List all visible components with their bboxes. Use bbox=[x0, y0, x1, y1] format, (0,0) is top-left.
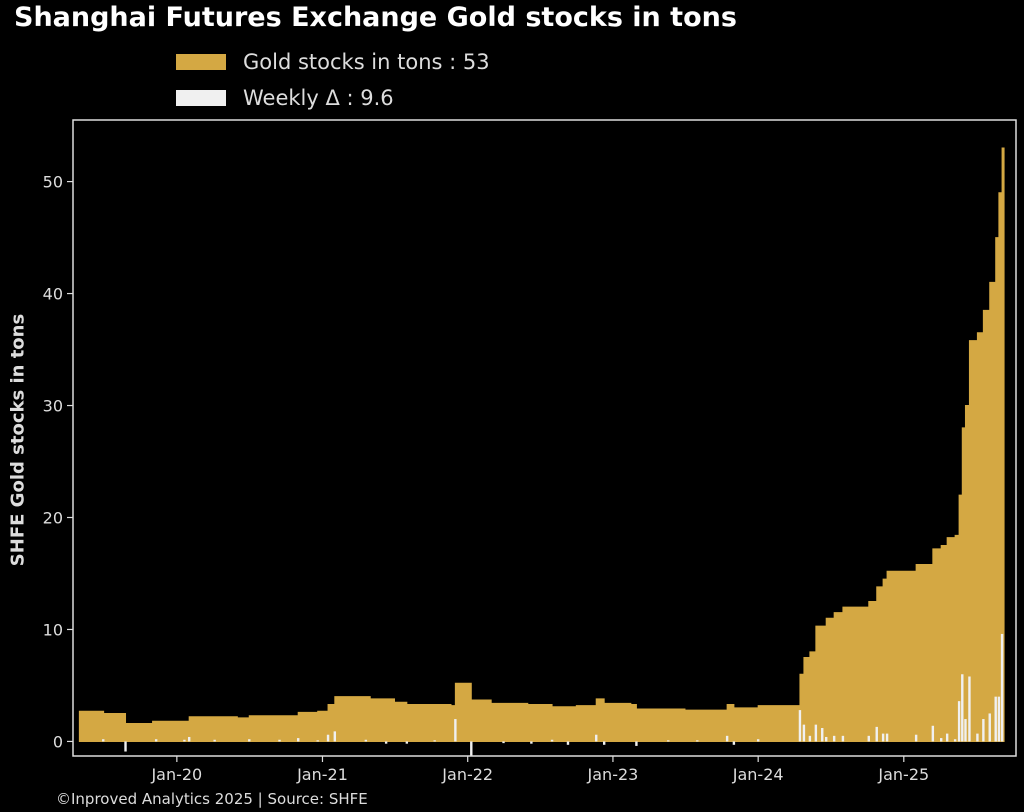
legend-item-delta: Weekly Δ : 9.6 bbox=[176, 84, 394, 112]
delta-bar bbox=[278, 739, 281, 742]
delta-bar bbox=[384, 741, 388, 744]
delta-bar bbox=[997, 696, 1001, 742]
delta-bar bbox=[333, 731, 337, 742]
delta-bar bbox=[798, 710, 802, 742]
legend-item-stocks: Gold stocks in tons : 53 bbox=[176, 48, 490, 76]
delta-bar bbox=[982, 719, 985, 742]
delta-bar bbox=[841, 735, 845, 742]
delta-bar bbox=[931, 725, 935, 742]
delta-bar bbox=[953, 739, 957, 742]
delta-bar bbox=[433, 740, 436, 742]
delta-bar bbox=[1000, 633, 1004, 742]
x-tick-label: Jan-20 bbox=[150, 765, 202, 784]
delta-bar bbox=[939, 738, 943, 742]
delta-bar bbox=[364, 739, 368, 742]
y-tick-label: 20 bbox=[43, 509, 63, 528]
delta-bar bbox=[102, 739, 105, 742]
delta-bar bbox=[914, 734, 918, 742]
delta-bar bbox=[635, 741, 638, 746]
delta-bar bbox=[725, 735, 729, 742]
y-tick-label: 0 bbox=[53, 732, 63, 751]
delta-bar bbox=[988, 713, 991, 742]
delta-bar bbox=[881, 733, 885, 742]
x-tick-label: Jan-25 bbox=[877, 765, 929, 784]
y-tick-label: 30 bbox=[43, 397, 63, 416]
delta-bar bbox=[968, 676, 971, 742]
delta-bar bbox=[405, 741, 409, 744]
delta-bar bbox=[875, 726, 878, 742]
delta-bar bbox=[821, 728, 824, 742]
y-tick-label: 10 bbox=[43, 620, 63, 639]
x-tick-label: Jan-21 bbox=[296, 765, 348, 784]
y-tick-label: 40 bbox=[43, 285, 63, 304]
delta-bar bbox=[297, 738, 300, 742]
delta-bar bbox=[808, 735, 812, 742]
delta-bar bbox=[124, 741, 127, 752]
y-tick-label: 50 bbox=[43, 173, 63, 192]
delta-bar bbox=[454, 719, 457, 742]
legend-swatch-delta bbox=[176, 90, 226, 106]
delta-bar bbox=[756, 739, 760, 742]
delta-bar bbox=[696, 740, 699, 742]
delta-bar bbox=[802, 724, 806, 742]
delta-bar bbox=[326, 734, 330, 742]
delta-bar bbox=[602, 741, 606, 745]
delta-bar bbox=[994, 696, 997, 742]
delta-bar bbox=[530, 741, 533, 744]
delta-bar bbox=[957, 701, 961, 742]
delta-bar bbox=[502, 741, 505, 744]
delta-bar bbox=[832, 735, 836, 742]
x-tick-label: Jan-23 bbox=[587, 765, 639, 784]
delta-bar bbox=[732, 741, 736, 745]
delta-bar bbox=[183, 739, 186, 742]
delta-bar bbox=[885, 733, 889, 742]
delta-bar bbox=[566, 741, 570, 745]
delta-bar bbox=[248, 739, 251, 742]
delta-bar bbox=[961, 674, 964, 742]
delta-bar bbox=[595, 734, 598, 742]
delta-bar bbox=[154, 739, 158, 742]
legend-label-stocks: Gold stocks in tons : 53 bbox=[243, 50, 490, 74]
delta-bar bbox=[470, 741, 473, 756]
source-footer: ©Inproved Analytics 2025 | Source: SHFE bbox=[56, 790, 368, 808]
chart-title: Shanghai Futures Exchange Gold stocks in… bbox=[14, 2, 737, 33]
delta-bar bbox=[187, 736, 191, 742]
legend-swatch-stocks bbox=[176, 54, 226, 70]
delta-bar bbox=[976, 733, 979, 742]
legend-label-delta: Weekly Δ : 9.6 bbox=[243, 86, 394, 110]
delta-bar bbox=[964, 719, 967, 742]
delta-bar bbox=[550, 739, 554, 742]
stock-area bbox=[78, 147, 1005, 742]
delta-bar bbox=[814, 724, 818, 742]
axes: 0 10 20 30 40 50 Jan-20 Jan-21 Jan-22 Jan-23 Jan-2… bbox=[43, 173, 930, 784]
x-tick-label: Jan-22 bbox=[441, 765, 493, 784]
delta-bar bbox=[825, 736, 828, 742]
x-tick-label: Jan-24 bbox=[732, 765, 784, 784]
plot-frame bbox=[72, 119, 1017, 757]
delta-bar bbox=[945, 733, 949, 742]
delta-bar bbox=[867, 735, 870, 742]
plot-area bbox=[78, 147, 1005, 756]
delta-bar bbox=[667, 740, 670, 742]
delta-bar bbox=[213, 739, 216, 742]
delta-bar bbox=[316, 740, 319, 742]
